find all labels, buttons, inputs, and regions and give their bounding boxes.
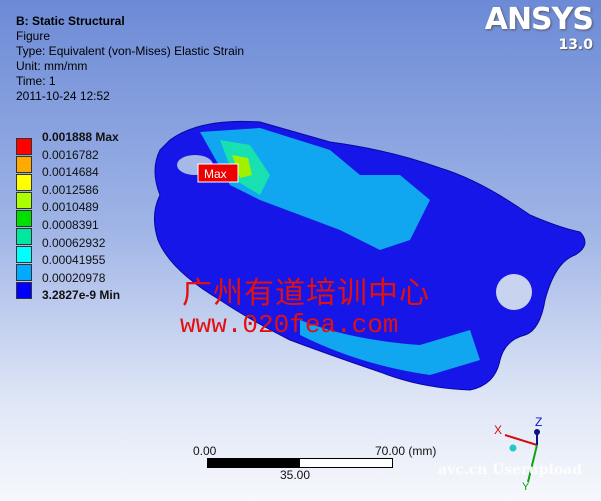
x-axis-arrow xyxy=(504,434,538,446)
legend-label: 0.0014684 xyxy=(42,165,99,180)
legend-label: 0.0012586 xyxy=(42,182,99,197)
info-unit: Unit: mm/mm xyxy=(16,59,88,73)
ansys-logo: ANSYS 13.0 xyxy=(484,2,594,53)
info-figure: Figure xyxy=(16,29,51,43)
x-axis-label: X xyxy=(494,423,502,437)
logo-brand: ANSYS xyxy=(484,2,594,37)
z-axis-dot xyxy=(534,429,540,435)
watermark-url: www.020fea.com xyxy=(180,310,399,340)
legend-swatch xyxy=(16,174,32,191)
legend-label: 0.0008391 xyxy=(42,218,99,232)
scale-mid: 35.00 xyxy=(280,468,311,482)
legend-swatch xyxy=(16,246,32,263)
hole-right xyxy=(496,274,532,310)
logo-version: 13.0 xyxy=(558,37,593,53)
scale-right: 70.00 (mm) xyxy=(375,444,437,458)
max-probe-label: Max xyxy=(204,167,227,181)
analysis-title: B: Static Structural xyxy=(16,14,125,28)
info-date: 2011-10-24 12:52 xyxy=(16,89,110,103)
watermark-chinese: 广州有道培训中心 xyxy=(182,276,430,311)
strain-region-high xyxy=(232,155,252,178)
triad-sphere xyxy=(509,444,517,452)
legend-label: 0.00020978 xyxy=(42,270,106,285)
strain-region-low2 xyxy=(300,320,480,375)
legend-swatch xyxy=(16,192,32,209)
scale-left: 0.00 xyxy=(193,444,217,458)
info-time: Time: 1 xyxy=(16,74,56,88)
result-info: B: Static Structural Figure Type: Equiva… xyxy=(16,14,244,104)
legend-swatch xyxy=(16,156,32,173)
max-probe xyxy=(197,163,239,183)
legend-swatch xyxy=(16,138,32,155)
legend-label: 0.0016782 xyxy=(42,147,99,162)
watermark-corner: avc.cn Userupload xyxy=(438,462,583,478)
legend-label: 3.2827e-9 Min xyxy=(42,288,121,303)
legend-swatch xyxy=(16,210,32,227)
info-type: Type: Equivalent (von-Mises) Elastic Str… xyxy=(16,44,245,58)
legend-swatch xyxy=(16,228,32,245)
legend-label: 0.0010489 xyxy=(42,200,99,215)
legend-label: 0.00041955 xyxy=(42,253,106,268)
legend-swatch xyxy=(16,282,32,299)
axis-triad[interactable]: X Z Y xyxy=(494,415,542,493)
legend-label: 0.001888 Max xyxy=(42,130,119,144)
legend-swatch xyxy=(16,264,32,281)
z-axis-label: Z xyxy=(535,415,542,429)
y-axis-label: Y xyxy=(522,481,530,493)
y-axis-arrow xyxy=(527,444,538,483)
legend-label: 0.00062932 xyxy=(42,235,106,250)
scale-bar-graphic xyxy=(207,458,393,468)
